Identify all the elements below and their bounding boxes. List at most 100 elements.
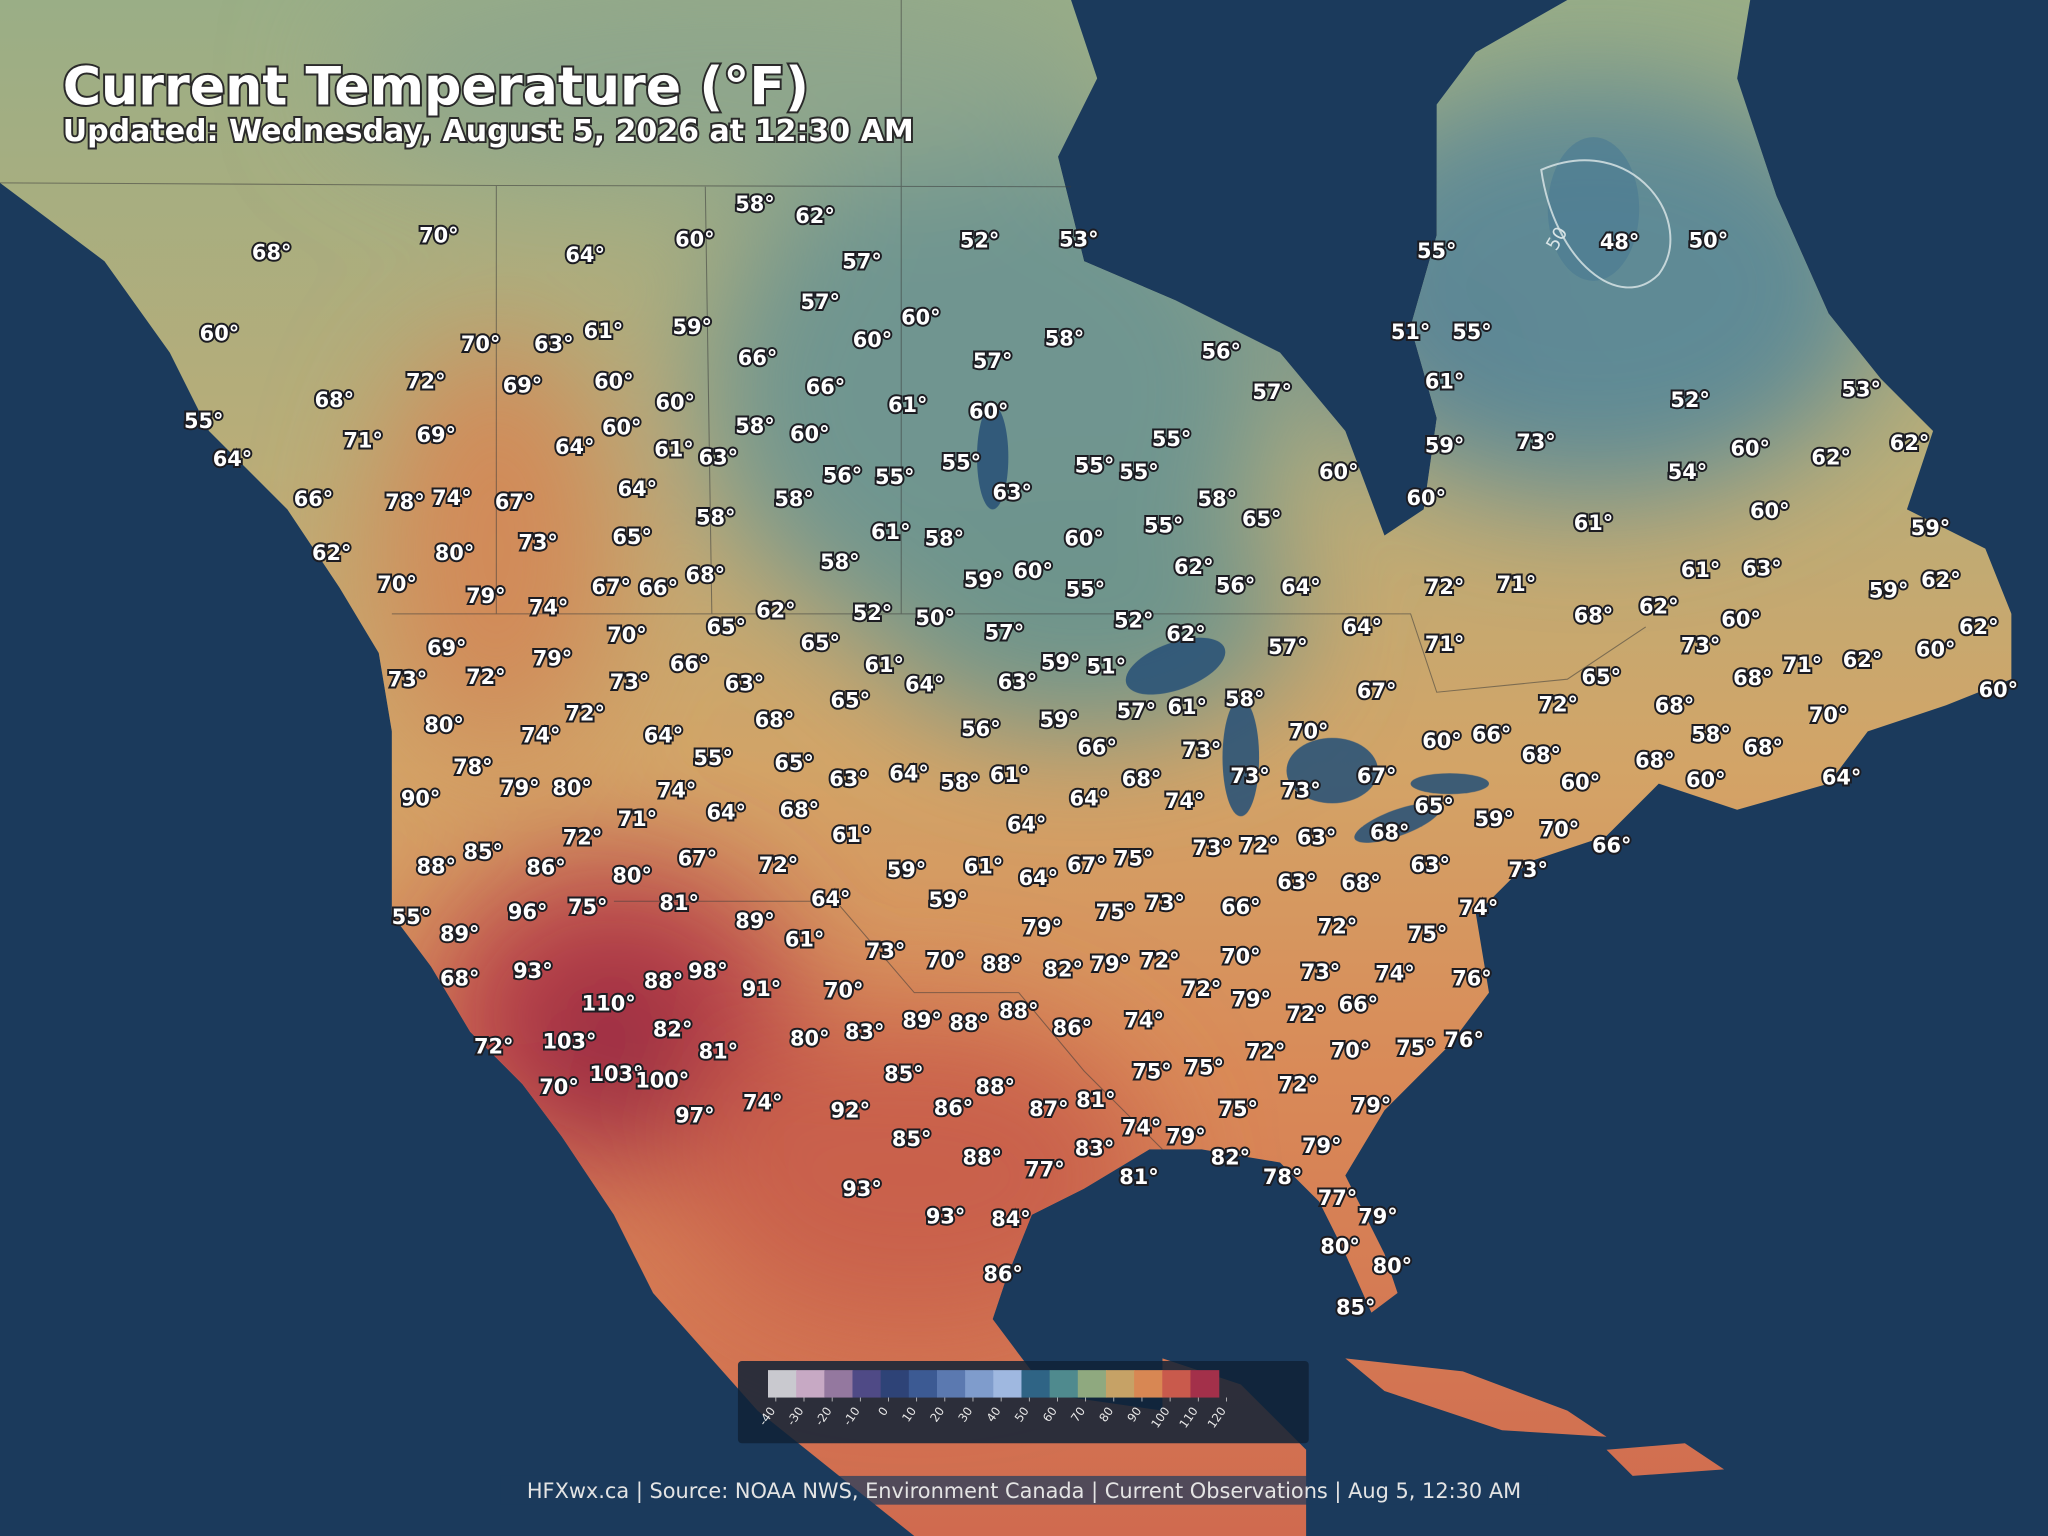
temperature-label: 68° <box>1655 694 1695 718</box>
temperature-label: 79° <box>500 776 540 800</box>
temperature-label: 71° <box>1425 632 1465 656</box>
temperature-label: 74° <box>1124 1008 1164 1032</box>
temperature-label: 64° <box>889 762 929 786</box>
temperature-label: 68° <box>1635 748 1675 772</box>
temperature-label: 68° <box>315 388 355 412</box>
legend-swatch <box>1190 1370 1220 1398</box>
temperature-label: 72° <box>1425 575 1465 599</box>
temperature-label: 73° <box>1145 891 1185 915</box>
temperature-label: 65° <box>612 525 652 549</box>
temperature-label: 72° <box>565 701 605 725</box>
temperature-label: 66° <box>639 576 679 600</box>
temperature-label: 60° <box>1916 637 1956 661</box>
temperature-label: 72° <box>1538 692 1578 716</box>
temperature-label: 83° <box>1075 1136 1115 1160</box>
temperature-label: 79° <box>1090 952 1130 976</box>
temperature-label: 88° <box>976 1075 1016 1099</box>
temperature-label: 60° <box>1064 526 1104 550</box>
temperature-label: 62° <box>1921 568 1961 592</box>
temperature-label: 60° <box>853 328 893 352</box>
temperature-label: 51° <box>1087 654 1127 678</box>
temperature-label: 78° <box>385 490 425 514</box>
temperature-label: 81° <box>659 891 699 915</box>
temperature-label: 71° <box>1783 653 1823 677</box>
temperature-label: 61° <box>888 393 928 417</box>
temperature-label: 66° <box>1592 833 1632 857</box>
temperature-label: 64° <box>905 673 945 697</box>
temperature-label: 63° <box>699 445 739 469</box>
legend-swatch <box>796 1370 825 1398</box>
temperature-label: 55° <box>1417 239 1457 263</box>
temperature-label: 89° <box>440 922 480 946</box>
temperature-label: 56° <box>823 464 863 488</box>
isotherm <box>1540 159 1672 289</box>
temperature-label: 64° <box>1822 765 1862 789</box>
temperature-label: 67° <box>1357 679 1397 703</box>
temperature-label: 89° <box>902 1008 942 1032</box>
temperature-label: 57° <box>1268 635 1308 659</box>
temperature-label: 61° <box>654 438 694 462</box>
temperature-label: 57° <box>973 349 1013 373</box>
temperature-label: 59° <box>1474 807 1514 831</box>
temperature-label: 60° <box>594 370 634 394</box>
temperature-label: 68° <box>686 563 726 587</box>
temperature-label: 89° <box>735 909 775 933</box>
temperature-label: 52° <box>1670 388 1710 412</box>
temperature-label: 76° <box>1444 1028 1484 1052</box>
temperature-label: 65° <box>831 688 871 712</box>
temperature-label: 61° <box>1425 370 1465 394</box>
legend-swatch <box>852 1370 882 1398</box>
temperature-label: 74° <box>1459 896 1499 920</box>
temperature-label: 73° <box>866 939 906 963</box>
temperature-label: 63° <box>1410 853 1450 877</box>
temperature-label: 82° <box>1043 957 1083 981</box>
temperature-label: 62° <box>756 598 796 622</box>
temperature-label: 60° <box>1407 486 1447 510</box>
temperature-label: 65° <box>1414 794 1454 818</box>
temperature-label: 88° <box>962 1146 1002 1170</box>
temperature-label: 61° <box>1168 695 1208 719</box>
temperature-label: 64° <box>1070 786 1110 810</box>
temperature-label: 85° <box>884 1062 924 1086</box>
legend-swatch <box>936 1370 966 1398</box>
temperature-label: 62° <box>1811 445 1851 469</box>
temperature-label: 70° <box>461 332 501 356</box>
temperature-label: 58° <box>735 192 775 216</box>
temperature-label: 58° <box>1225 687 1265 711</box>
temperature-label: 100° <box>635 1068 689 1092</box>
temperature-label: 60° <box>1979 678 2019 702</box>
legend: -40 -30 -20 -10 0 10 20 30 40 50 60 70 80 90 100 110 120 <box>737 1360 1309 1444</box>
temperature-label: 58° <box>1691 722 1731 746</box>
temperature-label: 73° <box>1182 738 1222 762</box>
temperature-label: 60° <box>969 400 1009 424</box>
temperature-label: 68° <box>252 240 292 264</box>
temperature-label: 72° <box>1286 1002 1326 1026</box>
temperature-label: 60° <box>1721 607 1761 631</box>
temperature-label: 86° <box>983 1262 1023 1286</box>
temperature-label: 56° <box>1216 573 1256 597</box>
temperature-label: 55° <box>693 746 733 770</box>
temperature-label: 59° <box>1911 516 1951 540</box>
temperature-label: 70° <box>1221 944 1261 968</box>
temperature-label: 88° <box>416 854 456 878</box>
temperature-label: 73° <box>1516 430 1556 454</box>
temperature-label: 80° <box>1373 1254 1413 1278</box>
legend-swatch <box>824 1370 854 1398</box>
temperature-label: 66° <box>1221 895 1261 919</box>
map-title: Current Temperature (°F) <box>63 57 809 117</box>
temperature-label: 85° <box>464 840 504 864</box>
temperature-label: 87° <box>1029 1097 1069 1121</box>
temperature-label: 79° <box>1358 1204 1398 1228</box>
temperature-label: 79° <box>1232 987 1272 1011</box>
temperature-label: 61° <box>864 653 904 677</box>
temperature-label: 50° <box>915 606 955 630</box>
temperature-label: 81° <box>1119 1165 1159 1189</box>
temperature-label: 64° <box>1007 812 1047 836</box>
temperature-label: 53° <box>1841 378 1881 402</box>
temperature-label: 73° <box>388 667 428 691</box>
temperature-label: 93° <box>513 959 553 983</box>
temperature-label: 61° <box>832 823 872 847</box>
temperature-label: 77° <box>1025 1157 1065 1181</box>
temperature-label: 70° <box>926 948 966 972</box>
